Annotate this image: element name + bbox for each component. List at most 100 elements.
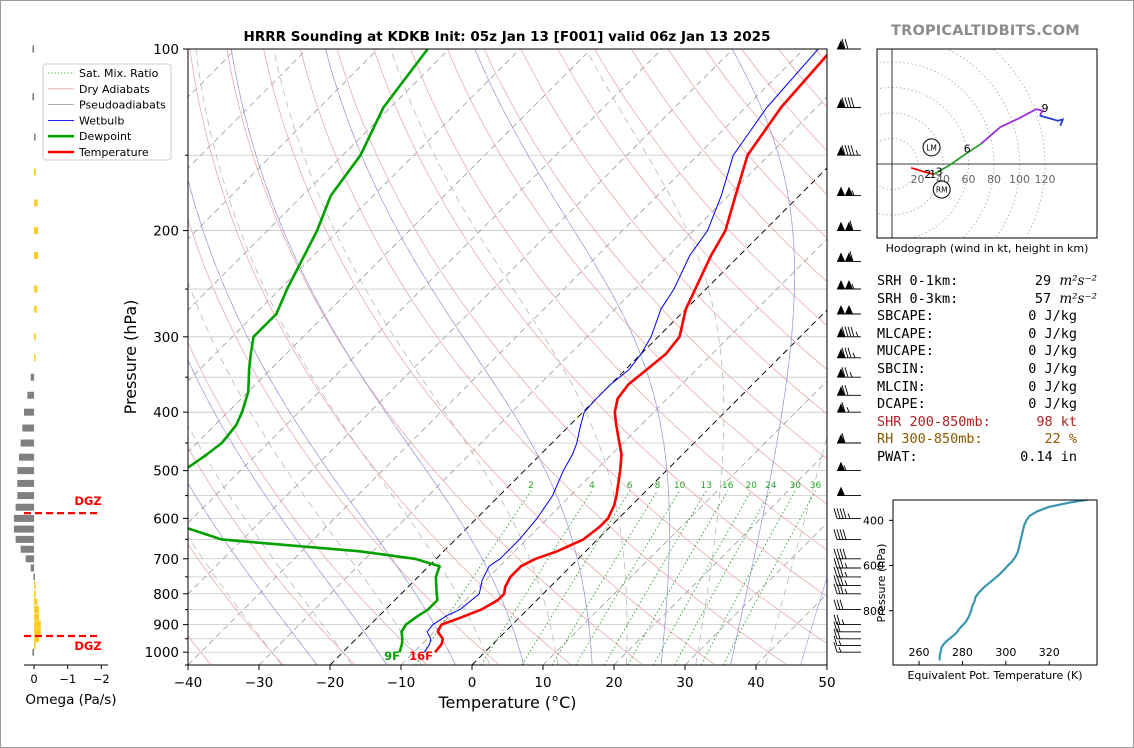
omega-bar (34, 252, 39, 260)
wind-barb (837, 280, 861, 290)
omega-x-tick-label: −1 (59, 672, 76, 686)
wind-barb-full (842, 548, 847, 559)
x-tick-label: −30 (245, 675, 274, 691)
wind-barb-full (841, 145, 846, 156)
wind-barb-half (844, 580, 848, 586)
dry-adiabat (188, 341, 428, 665)
wind-barb-full (841, 367, 846, 378)
wind-barb-flag (845, 252, 853, 262)
wetbulb-profile (423, 49, 819, 653)
wind-barb-full (841, 326, 846, 337)
omega-bar (30, 373, 35, 381)
x-tick-label: 40 (747, 675, 764, 691)
wind-barb-full (836, 508, 841, 519)
dry-adiabat (520, 49, 827, 415)
mixing-ratio-label: 20 (746, 481, 758, 491)
mixing-ratio-line (674, 490, 772, 665)
stats-panel: SRH 0-1km: 29 m²s⁻² SRH 0-3km: 57 m²s⁻² SBCA… (877, 273, 1107, 467)
x-tick-label: 10 (534, 675, 551, 691)
wind-barb-flag (845, 186, 853, 196)
wind-barb (833, 635, 861, 647)
pseudoadiabat (730, 49, 795, 665)
omega-bar (17, 467, 35, 475)
wind-barb-half (841, 619, 845, 625)
wind-barb (837, 326, 861, 338)
mixing-ratio-label: 24 (765, 481, 777, 491)
wind-barb-flag (837, 327, 845, 337)
omega-bar (32, 648, 35, 656)
stat-label: SBCIN: (877, 360, 926, 377)
omega-bar (34, 227, 39, 235)
stat-label: PWAT: (877, 448, 918, 465)
wind-barb (833, 628, 861, 640)
moist-adiabat-blue (231, 49, 525, 665)
stat-value: 0 J/kg (1028, 325, 1077, 342)
wind-barb-full (833, 566, 838, 578)
wind-barb-full (839, 599, 844, 610)
wind-barb (837, 347, 861, 359)
wind-barb-half (844, 588, 848, 594)
wind-barb-half (852, 352, 856, 358)
wind-barb-full (842, 529, 847, 540)
theta-e-x-label: Equivalent Pot. Temperature (K) (907, 669, 1082, 682)
mixing-ratio-line (480, 490, 593, 665)
omega-bar (18, 453, 35, 461)
moist-adiabat-blue (325, 49, 593, 665)
theta-e-frame (892, 499, 1098, 666)
mixing-ratio-label: 2 (528, 481, 534, 491)
wind-barb-half (855, 150, 859, 156)
y-tick-label: 800 (153, 587, 179, 603)
stat-row: SBCIN: 0 J/kg (877, 361, 1107, 379)
theta-e-y-tick-label: 600 (863, 560, 884, 573)
wind-barb (833, 508, 861, 519)
dewpoint-profile (188, 49, 441, 653)
stat-label: MLCIN: (877, 378, 926, 395)
wind-barb-full (844, 367, 849, 378)
wind-barb-half (851, 190, 855, 196)
stat-row: SBCAPE: 0 J/kg (877, 308, 1107, 326)
hodograph-ring-label: 20 (911, 173, 925, 186)
omega-bar (34, 285, 38, 293)
isotherm-line (188, 49, 450, 311)
wind-barb-flag (837, 146, 845, 156)
omega-bar (34, 606, 40, 614)
stat-value: 0 J/kg (1028, 308, 1077, 325)
wind-barb-full (849, 251, 854, 262)
omega-bar (15, 503, 35, 511)
wind-barb-full (841, 402, 846, 413)
legend: Sat. Mix. Ratio Dry Adiabats Pseudoadiabat… (42, 63, 172, 161)
omega-bar (30, 564, 35, 572)
wind-barb-full (833, 628, 838, 639)
omega-bar (34, 199, 38, 207)
omega-bar (17, 479, 35, 487)
omega-bar (34, 642, 36, 650)
stat-value: 0 J/kg (1028, 396, 1077, 413)
wind-barb-full (842, 508, 847, 519)
isotherm-line (188, 49, 379, 240)
stat-row: SRH 0-1km: 29 m²s⁻² (877, 273, 1107, 291)
hodograph-ring-label: 60 (962, 173, 976, 186)
dry-adiabat (226, 49, 644, 665)
stat-number: 29 (1034, 273, 1052, 289)
wind-barb-full (844, 347, 849, 358)
hodograph-frame (876, 48, 1098, 239)
wind-barb-full (836, 548, 841, 559)
mixing-ratio-label: 4 (589, 481, 595, 491)
wind-barb-flag (837, 305, 845, 314)
wind-barb-half (844, 562, 848, 569)
omega-bar (32, 93, 35, 101)
dry-adiabat (263, 49, 716, 665)
wind-barb (837, 432, 861, 444)
wind-barb-full (847, 326, 852, 337)
skewt-plot-area: 2 4 6 8 10 13 16 20 24 30 36 (188, 49, 827, 665)
wind-barb (837, 97, 861, 108)
wind-barb-full (833, 614, 838, 625)
omega-x-tick-label: −2 (93, 672, 110, 686)
y-tick-label: 500 (153, 464, 179, 480)
dry-adiabat (188, 447, 356, 665)
omega-axis-label: Omega (Pa/s) (25, 692, 116, 708)
stat-value: 98 kt (1036, 413, 1077, 430)
mixing-ratio-line (551, 490, 658, 665)
dry-adiabat (447, 49, 827, 505)
